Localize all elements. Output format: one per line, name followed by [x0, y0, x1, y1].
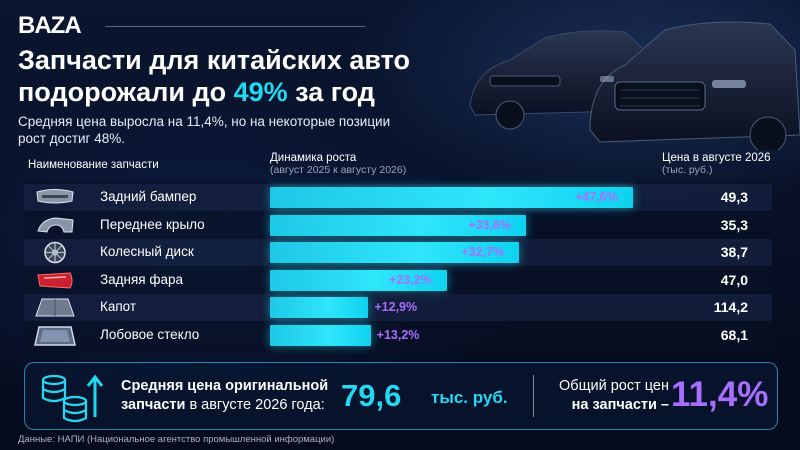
part-label: Переднее крыло — [100, 216, 205, 232]
hood-icon — [35, 298, 75, 317]
avg-price-label: Средняя цена оригинальной запчасти в авг… — [121, 377, 351, 415]
growth-label: +13,2% — [376, 327, 420, 342]
price-value: 38,7 — [720, 244, 748, 260]
summary-box: Средняя цена оригинальной запчасти в авг… — [24, 362, 778, 430]
title-line-2-pre: подорожали до — [18, 77, 234, 107]
brand-divider — [105, 26, 365, 27]
growth-label: +32,7% — [461, 245, 505, 259]
rear-bumper-icon — [36, 189, 74, 204]
growth-label: +12,9% — [374, 300, 418, 314]
price-value: 35,3 — [720, 216, 748, 233]
avg-price-label-line1: Средняя цена оригинальной — [121, 378, 329, 394]
part-label: Задний бампер — [100, 189, 197, 204]
header-part: Наименование запчасти — [28, 159, 159, 171]
header-price-sub: (тыс. руб.) — [662, 164, 713, 176]
tail-light-icon — [37, 271, 73, 289]
coins-growth-icon — [41, 374, 103, 423]
total-growth-label: Общий рост цен на запчасти – — [551, 377, 669, 415]
header-price: Цена в августе 2026 (тыс. руб.) — [662, 152, 771, 176]
header-dynamics: Динамика роста (август 2025 к августу 20… — [270, 152, 406, 176]
avg-price-label-line2: запчасти — [121, 397, 190, 413]
total-growth-value: 11,4% — [671, 375, 769, 414]
header-dynamics-title: Динамика роста — [270, 152, 357, 164]
front-fender-icon — [37, 216, 74, 233]
growth-bar — [270, 297, 369, 318]
part-label: Капот — [100, 299, 137, 314]
cars-illustration — [469, 21, 800, 150]
header-dynamics-sub: (август 2025 к августу 2026) — [270, 164, 407, 176]
growth-bar — [270, 214, 527, 236]
header-price-title: Цена в августе 2026 — [662, 152, 771, 164]
subtitle: Средняя цена выросла на 11,4%, но на нек… — [18, 114, 391, 146]
page-title: Запчасти для китайских авто подорожали д… — [18, 44, 410, 108]
price-value: 49,3 — [720, 189, 748, 205]
growth-bar — [270, 242, 520, 263]
part-label: Колесный диск — [100, 244, 194, 259]
chart-row: Переднее крыло — [24, 212, 772, 239]
total-growth-label-line1: Общий рост цен — [558, 378, 669, 394]
source-note: Данные: НАПИ (Национальное агентство про… — [18, 434, 335, 445]
chart-row: Капот — [24, 294, 772, 321]
growth-bar — [270, 269, 447, 291]
part-label: Задняя фара — [100, 271, 183, 287]
growth-label: +23,2% — [388, 272, 432, 287]
windshield-icon — [34, 325, 76, 346]
avg-price-value: 79,6 — [341, 378, 402, 413]
title-line-1: Запчасти для китайских авто — [18, 45, 411, 75]
chart-row: Лобовое стекло — [24, 322, 772, 349]
price-value: 47,0 — [720, 271, 748, 288]
total-growth-label-line2: на запчасти – — [571, 397, 669, 413]
growth-label: +33,6% — [468, 217, 511, 232]
wheel-rim-icon — [44, 241, 66, 264]
summary-divider — [533, 375, 534, 417]
growth-bar — [270, 324, 371, 346]
title-accent: 49% — [233, 77, 288, 107]
brand-logo: BAZA — [18, 12, 82, 39]
chart-row: Задняя фара — [24, 267, 772, 294]
growth-label: +47,6% — [575, 190, 618, 204]
avg-price-unit: тыс. руб. — [431, 388, 508, 407]
price-value: 114,2 — [713, 299, 748, 315]
growth-bar — [270, 187, 633, 208]
avg-price-label-line2-thin: в августе 2026 года: — [189, 397, 325, 413]
title-line-2: подорожали до 49% за год — [18, 76, 410, 108]
title-line-2-post: за год — [287, 77, 375, 107]
part-label: Лобовое стекло — [100, 326, 200, 342]
price-value: 68,1 — [720, 326, 748, 343]
